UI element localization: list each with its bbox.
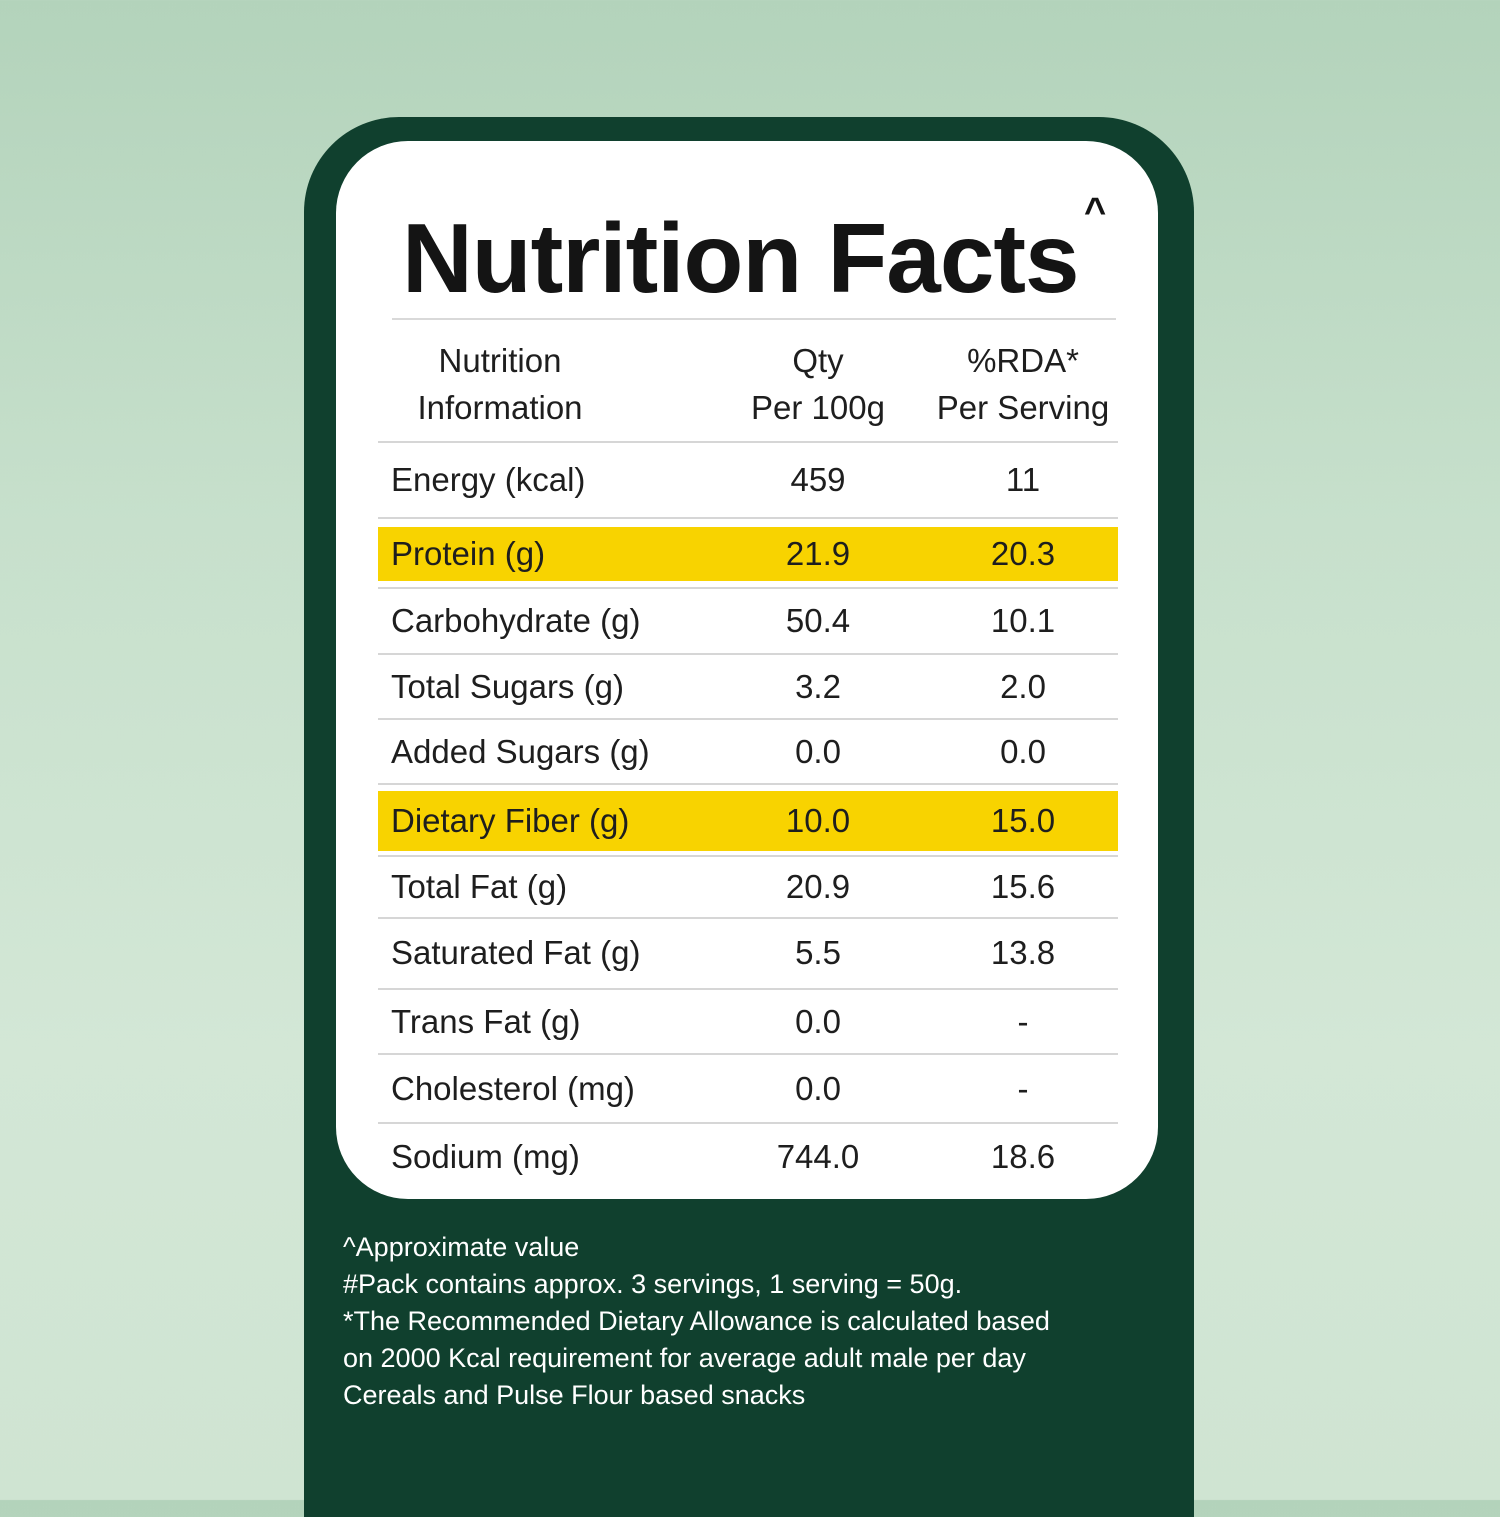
nutrient-name: Total Sugars (g): [391, 667, 624, 705]
nutrient-rda: 15.0: [990, 802, 1056, 839]
nutrient-name: Cholesterol (mg): [391, 1070, 635, 1107]
row-divider: [378, 587, 1118, 589]
nutrient-name: Protein (g): [391, 535, 546, 572]
row-divider: [378, 517, 1118, 519]
table-header: Nutrition Information Qty Per 100g %RDA*…: [378, 329, 1118, 441]
approximate-mark: ^: [1084, 191, 1107, 233]
nutrient-name: Carbohydrate (g): [391, 602, 641, 639]
nutrient-qty: 21.9: [785, 535, 851, 572]
nutrient-rda: 20.3: [990, 535, 1056, 572]
nutrient-qty: 3.2: [795, 667, 841, 705]
nutrient-rda: 15.6: [990, 868, 1056, 905]
footnote-product-category: Cereals and Pulse Flour based snacks: [343, 1380, 806, 1410]
nutrition-facts-card: Nutrition Facts ^ Nutrition Information …: [336, 141, 1158, 1199]
footnote-pack-servings: #Pack contains approx. 3 servings, 1 ser…: [343, 1269, 963, 1299]
nutrient-qty: 5.5: [795, 934, 841, 971]
footnotes: ^Approximate value #Pack contains approx…: [343, 1229, 1163, 1414]
row-divider: [378, 783, 1118, 785]
header-rda-per-serving: %RDA* Per Serving: [918, 337, 1128, 431]
table-row: Total Fat (g) 20.9 15.6: [378, 857, 1118, 917]
footnote-approximate: ^Approximate value: [343, 1232, 580, 1262]
nutrient-rda: -: [1017, 1002, 1029, 1040]
row-divider: [378, 988, 1118, 990]
header-col3-line2: Per Serving: [936, 389, 1110, 426]
footnote-rda-line1: *The Recommended Dietary Allowance is ca…: [343, 1306, 1050, 1336]
header-col3-line1: %RDA*: [967, 342, 1079, 379]
header-col2-line1: Qty: [792, 342, 844, 379]
nutrient-qty: 10.0: [785, 802, 851, 839]
nutrient-name: Trans Fat (g): [391, 1002, 581, 1040]
nutrient-rda: -: [1017, 1070, 1029, 1107]
table-row: Sodium (mg) 744.0 18.6: [378, 1124, 1118, 1190]
footnote-rda-line2: on 2000 Kcal requirement for average adu…: [343, 1343, 1026, 1373]
row-divider: [378, 718, 1118, 720]
title-divider: [392, 318, 1116, 320]
table-row: Energy (kcal) 459 11: [378, 445, 1118, 515]
nutrient-name: Saturated Fat (g): [391, 934, 641, 971]
table-row: Added Sugars (g) 0.0 0.0: [378, 720, 1118, 783]
nutrient-name: Energy (kcal): [391, 461, 586, 498]
table-row: Saturated Fat (g) 5.5 13.8: [378, 919, 1118, 987]
row-divider: [378, 1122, 1118, 1124]
header-nutrition-information: Nutrition Information: [390, 337, 610, 431]
nutrient-rda: 18.6: [990, 1138, 1056, 1175]
nutrient-qty: 0.0: [795, 732, 841, 770]
header-col1-line1: Nutrition: [438, 342, 562, 379]
header-qty-per-100g: Qty Per 100g: [718, 337, 918, 431]
nutrient-qty: 0.0: [795, 1002, 841, 1040]
table-row: Cholesterol (mg) 0.0 -: [378, 1055, 1118, 1123]
header-col1-line2: Information: [417, 389, 583, 426]
nutrient-rda: 11: [1005, 461, 1041, 498]
table-row: Carbohydrate (g) 50.4 10.1: [378, 589, 1118, 653]
nutrient-rda: 2.0: [1000, 667, 1046, 705]
header-col2-line2: Per 100g: [751, 389, 885, 426]
nutrient-qty: 0.0: [795, 1070, 841, 1107]
nutrient-name: Dietary Fiber (g): [391, 802, 630, 839]
row-divider: [378, 653, 1118, 655]
nutrient-rda: 0.0: [1000, 732, 1046, 770]
header-divider: [378, 441, 1118, 443]
table-row: Trans Fat (g) 0.0 -: [378, 990, 1118, 1053]
row-divider: [378, 855, 1118, 857]
nutrient-qty: 20.9: [785, 868, 851, 905]
nutrient-name: Sodium (mg): [391, 1138, 580, 1175]
nutrition-panel: Nutrition Facts ^ Nutrition Information …: [304, 117, 1194, 1517]
nutrient-qty: 50.4: [785, 602, 851, 639]
nutrient-qty: 459: [790, 461, 846, 498]
nutrition-facts-title: Nutrition Facts: [402, 203, 1079, 313]
table-row-highlighted: Protein (g) 21.9 20.3: [378, 527, 1118, 581]
table-row: Total Sugars (g) 3.2 2.0: [378, 655, 1118, 718]
nutrient-name: Added Sugars (g): [391, 732, 650, 770]
row-divider: [378, 1053, 1118, 1055]
table-row-highlighted: Dietary Fiber (g) 10.0 15.0: [378, 791, 1118, 851]
nutrient-rda: 10.1: [990, 602, 1056, 639]
nutrient-rda: 13.8: [990, 934, 1056, 971]
row-divider: [378, 917, 1118, 919]
nutrient-qty: 744.0: [776, 1138, 860, 1175]
nutrient-name: Total Fat (g): [391, 868, 568, 905]
